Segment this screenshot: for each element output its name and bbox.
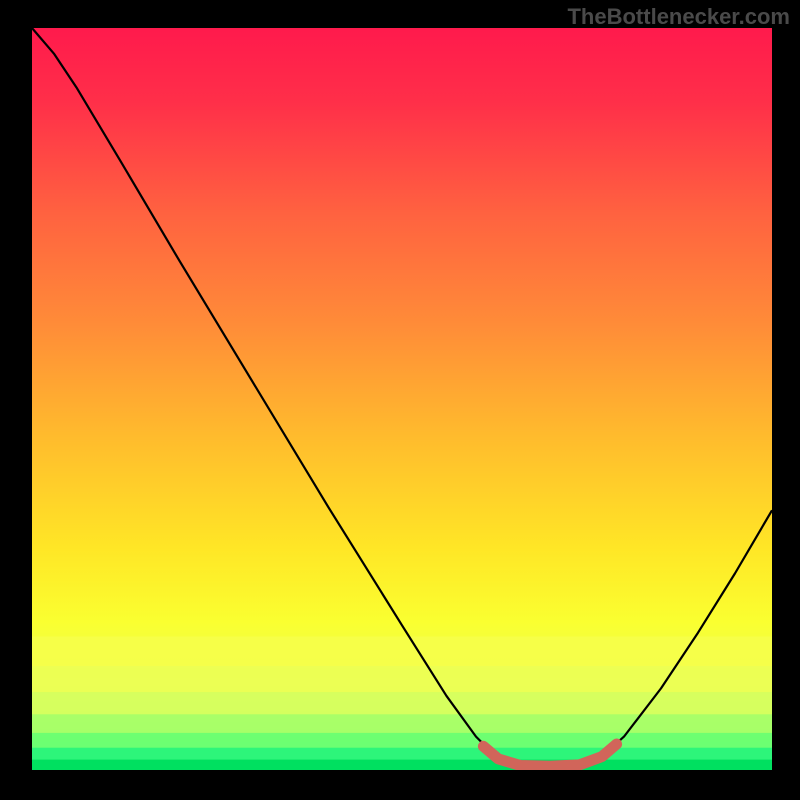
lower-band bbox=[32, 733, 772, 748]
lower-band bbox=[32, 714, 772, 733]
lower-band bbox=[32, 760, 772, 770]
lower-band bbox=[32, 636, 772, 666]
plot-area bbox=[32, 28, 772, 770]
lower-band bbox=[32, 692, 772, 714]
plot-svg bbox=[32, 28, 772, 770]
watermark-label: TheBottlenecker.com bbox=[567, 4, 790, 30]
lower-band bbox=[32, 748, 772, 760]
chart-container: TheBottlenecker.com bbox=[0, 0, 800, 800]
